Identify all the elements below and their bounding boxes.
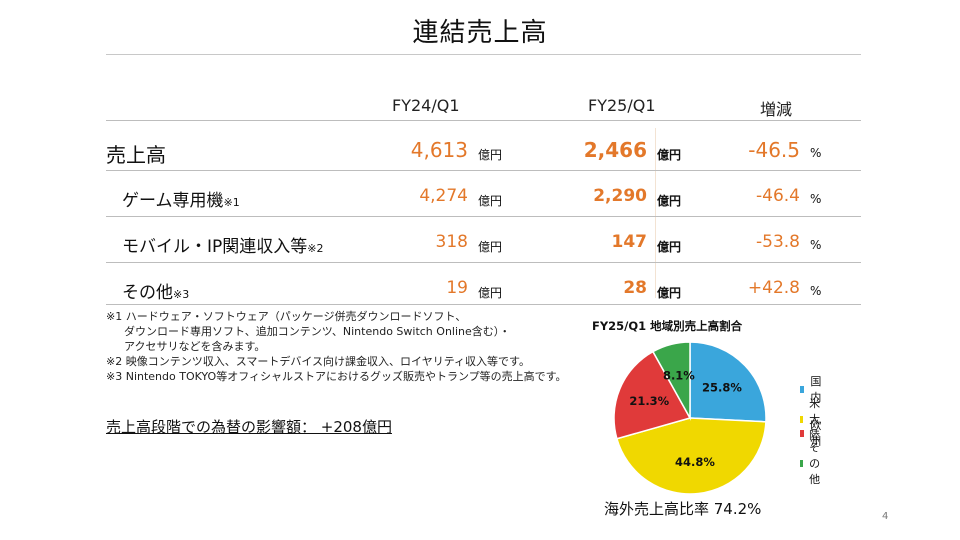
legend-item-1: 米大陸 <box>800 395 824 443</box>
fy25-other-unit: 億円 <box>657 286 682 300</box>
fy24-mobile-value: 318 <box>435 232 468 252</box>
legend-swatch <box>800 459 804 467</box>
table-rule <box>106 262 861 263</box>
legend-swatch <box>800 385 805 393</box>
row-label-dedicated-video-game: ゲーム専用機※1 <box>122 191 240 211</box>
pie-slice-2 <box>613 350 692 440</box>
fy24-other-unit: 億円 <box>478 286 503 300</box>
pie-label-1: 44.8% <box>675 455 715 469</box>
legend-item-3: その他 <box>800 439 824 487</box>
fy25-other-value: 28 <box>623 278 647 298</box>
change-net-sales-value: -46.5 <box>748 138 800 162</box>
table-rule <box>106 170 861 171</box>
pie-label-3: 8.1% <box>663 368 695 382</box>
fy24-net-sales-unit: 億円 <box>478 148 503 162</box>
legend-item-0: 国内 <box>800 373 824 405</box>
fy25-mobile-unit: 億円 <box>657 240 682 254</box>
table-rule <box>106 304 861 305</box>
footnote-2: ※2 映像コンテンツ収入、スマートデバイス向け課金収入、ロイヤリティ収入等です。 <box>106 355 530 368</box>
fy25-mobile-value: 147 <box>611 232 648 252</box>
legend-label: 米大陸 <box>809 397 821 442</box>
fy25-net-sales-unit: 億円 <box>657 148 682 162</box>
fy25-net-sales-value: 2,466 <box>583 138 647 162</box>
overseas-sales-ratio: 海外売上高比率 74.2% <box>604 500 762 518</box>
pie-label-2: 21.3% <box>629 394 669 408</box>
change-dedicated-unit: % <box>810 192 822 206</box>
legend-label: 国内 <box>810 375 822 404</box>
chart-title: FY25/Q1 地域別売上高割合 <box>592 319 743 333</box>
header-fy25: FY25/Q1 <box>588 96 656 115</box>
page-number: 4 <box>882 511 889 522</box>
fy24-net-sales-value: 4,613 <box>410 138 468 162</box>
change-other-unit: % <box>810 284 822 298</box>
footnote-1: ※1 ハードウェア・ソフトウェア（パッケージ併売ダウンロードソフト、 <box>106 310 467 323</box>
legend-swatch <box>800 415 804 423</box>
change-mobile-value: -53.8 <box>756 232 800 252</box>
fy25-dedicated-unit: 億円 <box>657 194 682 208</box>
footnote-1-cont2: アクセサリなどを含みます。 <box>124 340 266 353</box>
change-net-sales-unit: % <box>810 146 822 160</box>
legend-label: その他 <box>809 441 821 486</box>
row-label-mobile-ip: モバイル・IP関連収入等※2 <box>122 237 324 257</box>
change-mobile-unit: % <box>810 238 822 252</box>
fy24-dedicated-unit: 億円 <box>478 194 503 208</box>
row-label-other: その他※3 <box>122 283 190 303</box>
title-divider <box>106 54 861 55</box>
fx-impact-note: 売上高段階での為替の影響額： +208億円 <box>106 418 392 436</box>
header-fy24: FY24/Q1 <box>392 96 460 115</box>
legend-label: 欧州 <box>810 419 822 448</box>
page-title: 連結売上高 <box>412 18 548 48</box>
header-change: 増減 <box>760 100 793 119</box>
legend-item-2: 欧州 <box>800 417 824 449</box>
fy25-dedicated-value: 2,290 <box>593 186 647 206</box>
pie-slice-3 <box>651 341 691 421</box>
row-label-net-sales: 売上高 <box>106 143 166 167</box>
table-rule <box>106 216 861 217</box>
legend-swatch <box>800 429 805 437</box>
footnote-3: ※3 Nintendo TOKYO等オフィシャルストアにおけるグッズ販売やトラン… <box>106 370 567 383</box>
fy24-other-value: 19 <box>446 278 468 298</box>
change-other-value: +42.8 <box>747 278 800 298</box>
table-rule <box>106 120 861 121</box>
pie-slice-1 <box>615 417 767 495</box>
fy24-dedicated-value: 4,274 <box>419 186 468 206</box>
change-dedicated-value: -46.4 <box>756 186 800 206</box>
pie-label-0: 25.8% <box>702 381 742 395</box>
fy24-mobile-unit: 億円 <box>478 240 503 254</box>
regional-sales-pie-chart: 25.8% 44.8% 21.3% 8.1% <box>613 341 767 495</box>
footnote-1-cont: ダウンロード専用ソフト、追加コンテンツ、Nintendo Switch Onli… <box>124 325 511 338</box>
column-divider <box>655 128 656 298</box>
pie-slice-0 <box>689 341 767 423</box>
